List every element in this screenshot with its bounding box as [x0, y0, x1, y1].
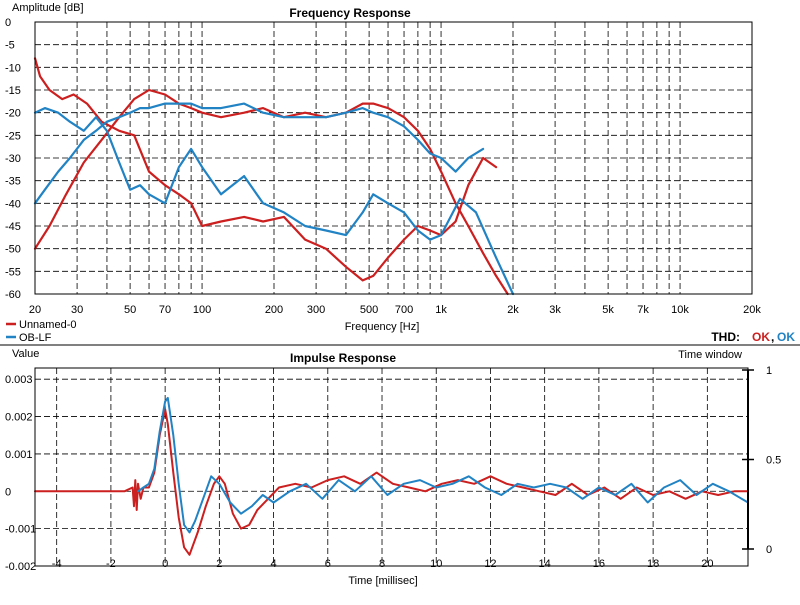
thd-ok-red: OK: [752, 330, 770, 344]
ir-y-tick-label: 0.001: [5, 449, 33, 461]
ir-x-tick-label: 18: [647, 558, 659, 570]
fr-x-tick-label: 700: [395, 304, 413, 316]
ir-x-tick-label: 2: [216, 558, 222, 570]
fr-x-tick-label: 5k: [602, 304, 614, 316]
fr-x-tick-label: 10k: [671, 304, 689, 316]
fr-x-tick-label: 300: [307, 304, 325, 316]
fr-x-tick-label: 20: [29, 304, 41, 316]
fr-x-tick-label: 2k: [507, 304, 519, 316]
fr-title: Frequency Response: [289, 6, 411, 20]
fr-y-tick-label: -55: [5, 266, 21, 278]
thd-status: THD: OK , OK: [711, 330, 795, 344]
fr-y-tick-label: -60: [5, 289, 21, 301]
impulse-response-panel: Impulse Response Value Time window Time …: [5, 348, 781, 587]
fr-y-tick-label: -35: [5, 176, 21, 188]
time-window-tick-label: 0: [766, 544, 772, 556]
ir-y-tick-label: -0.002: [5, 561, 36, 573]
thd-label: THD:: [711, 330, 740, 344]
ir-x-tick-label: 20: [701, 558, 713, 570]
fr-series-line-ob-lf-3: [33, 106, 515, 296]
time-window-tick-label: 0.5: [766, 455, 781, 467]
fr-y-tick-label: -15: [5, 85, 21, 97]
ir-time-window-label: Time window: [678, 349, 742, 361]
ir-y-axis-label: Value: [12, 348, 39, 360]
time-window-tick-label: 1: [766, 365, 772, 377]
ir-x-tick-label: 12: [484, 558, 496, 570]
ir-title: Impulse Response: [290, 351, 396, 365]
fr-x-tick-label: 70: [159, 304, 171, 316]
legend-label-unnamed-0: Unnamed-0: [19, 319, 76, 331]
ir-x-tick-label: 14: [539, 558, 551, 570]
fr-y-tick-label: -10: [5, 62, 21, 74]
ir-y-tick-label: 0: [5, 486, 11, 498]
fr-series-line-unnamed-0-0: [33, 57, 498, 282]
ir-x-tick-label: -4: [52, 558, 62, 570]
ir-series-line-ob-lf-1: [137, 396, 749, 534]
ir-x-tick-label: 6: [325, 558, 331, 570]
fr-x-tick-label: 3k: [549, 304, 561, 316]
ir-x-tick-label: 16: [593, 558, 605, 570]
fr-x-tick-label: 20k: [743, 304, 761, 316]
fr-x-tick-label: 100: [193, 304, 211, 316]
ir-series-line-unnamed-0-0: [34, 408, 749, 556]
ir-x-tick-label: 0: [162, 558, 168, 570]
fr-x-tick-label: 30: [71, 304, 83, 316]
fr-y-tick-label: -25: [5, 130, 21, 142]
frequency-response-panel: Frequency Response Amplitude [dB] Freque…: [5, 2, 761, 333]
fr-y-tick-label: -40: [5, 198, 21, 210]
ir-x-tick-label: 8: [379, 558, 385, 570]
ir-y-tick-label: -0.001: [5, 524, 36, 536]
thd-separator: ,: [771, 330, 774, 344]
fr-x-axis-label: Frequency [Hz]: [345, 321, 420, 333]
ir-x-tick-label: 10: [430, 558, 442, 570]
ir-x-tick-label: -2: [106, 558, 116, 570]
fr-y-tick-label: -30: [5, 153, 21, 165]
legend: Unnamed-0 OB-LF: [6, 319, 76, 344]
fr-y-tick-label: -45: [5, 221, 21, 233]
fr-x-tick-label: 500: [360, 304, 378, 316]
fr-y-tick-label: -50: [5, 244, 21, 256]
fr-series-line-ob-lf-2: [33, 102, 485, 205]
fr-y-tick-label: 0: [5, 17, 11, 29]
fr-x-tick-label: 200: [265, 304, 283, 316]
legend-label-ob-lf: OB-LF: [19, 332, 52, 344]
fr-plot-frame: [34, 21, 753, 295]
fr-x-tick-label: 7k: [637, 304, 649, 316]
fr-y-tick-label: -5: [5, 40, 15, 52]
fr-y-tick-label: -20: [5, 108, 21, 120]
ir-y-tick-label: 0.003: [5, 374, 33, 386]
fr-x-tick-label: 50: [124, 304, 136, 316]
thd-ok-blue: OK: [777, 330, 795, 344]
fr-x-tick-label: 1k: [435, 304, 447, 316]
ir-x-axis-label: Time [millisec]: [348, 575, 417, 587]
fr-y-axis-label: Amplitude [dB]: [12, 2, 84, 14]
ir-x-tick-label: 4: [271, 558, 277, 570]
ir-y-tick-label: 0.002: [5, 412, 33, 424]
